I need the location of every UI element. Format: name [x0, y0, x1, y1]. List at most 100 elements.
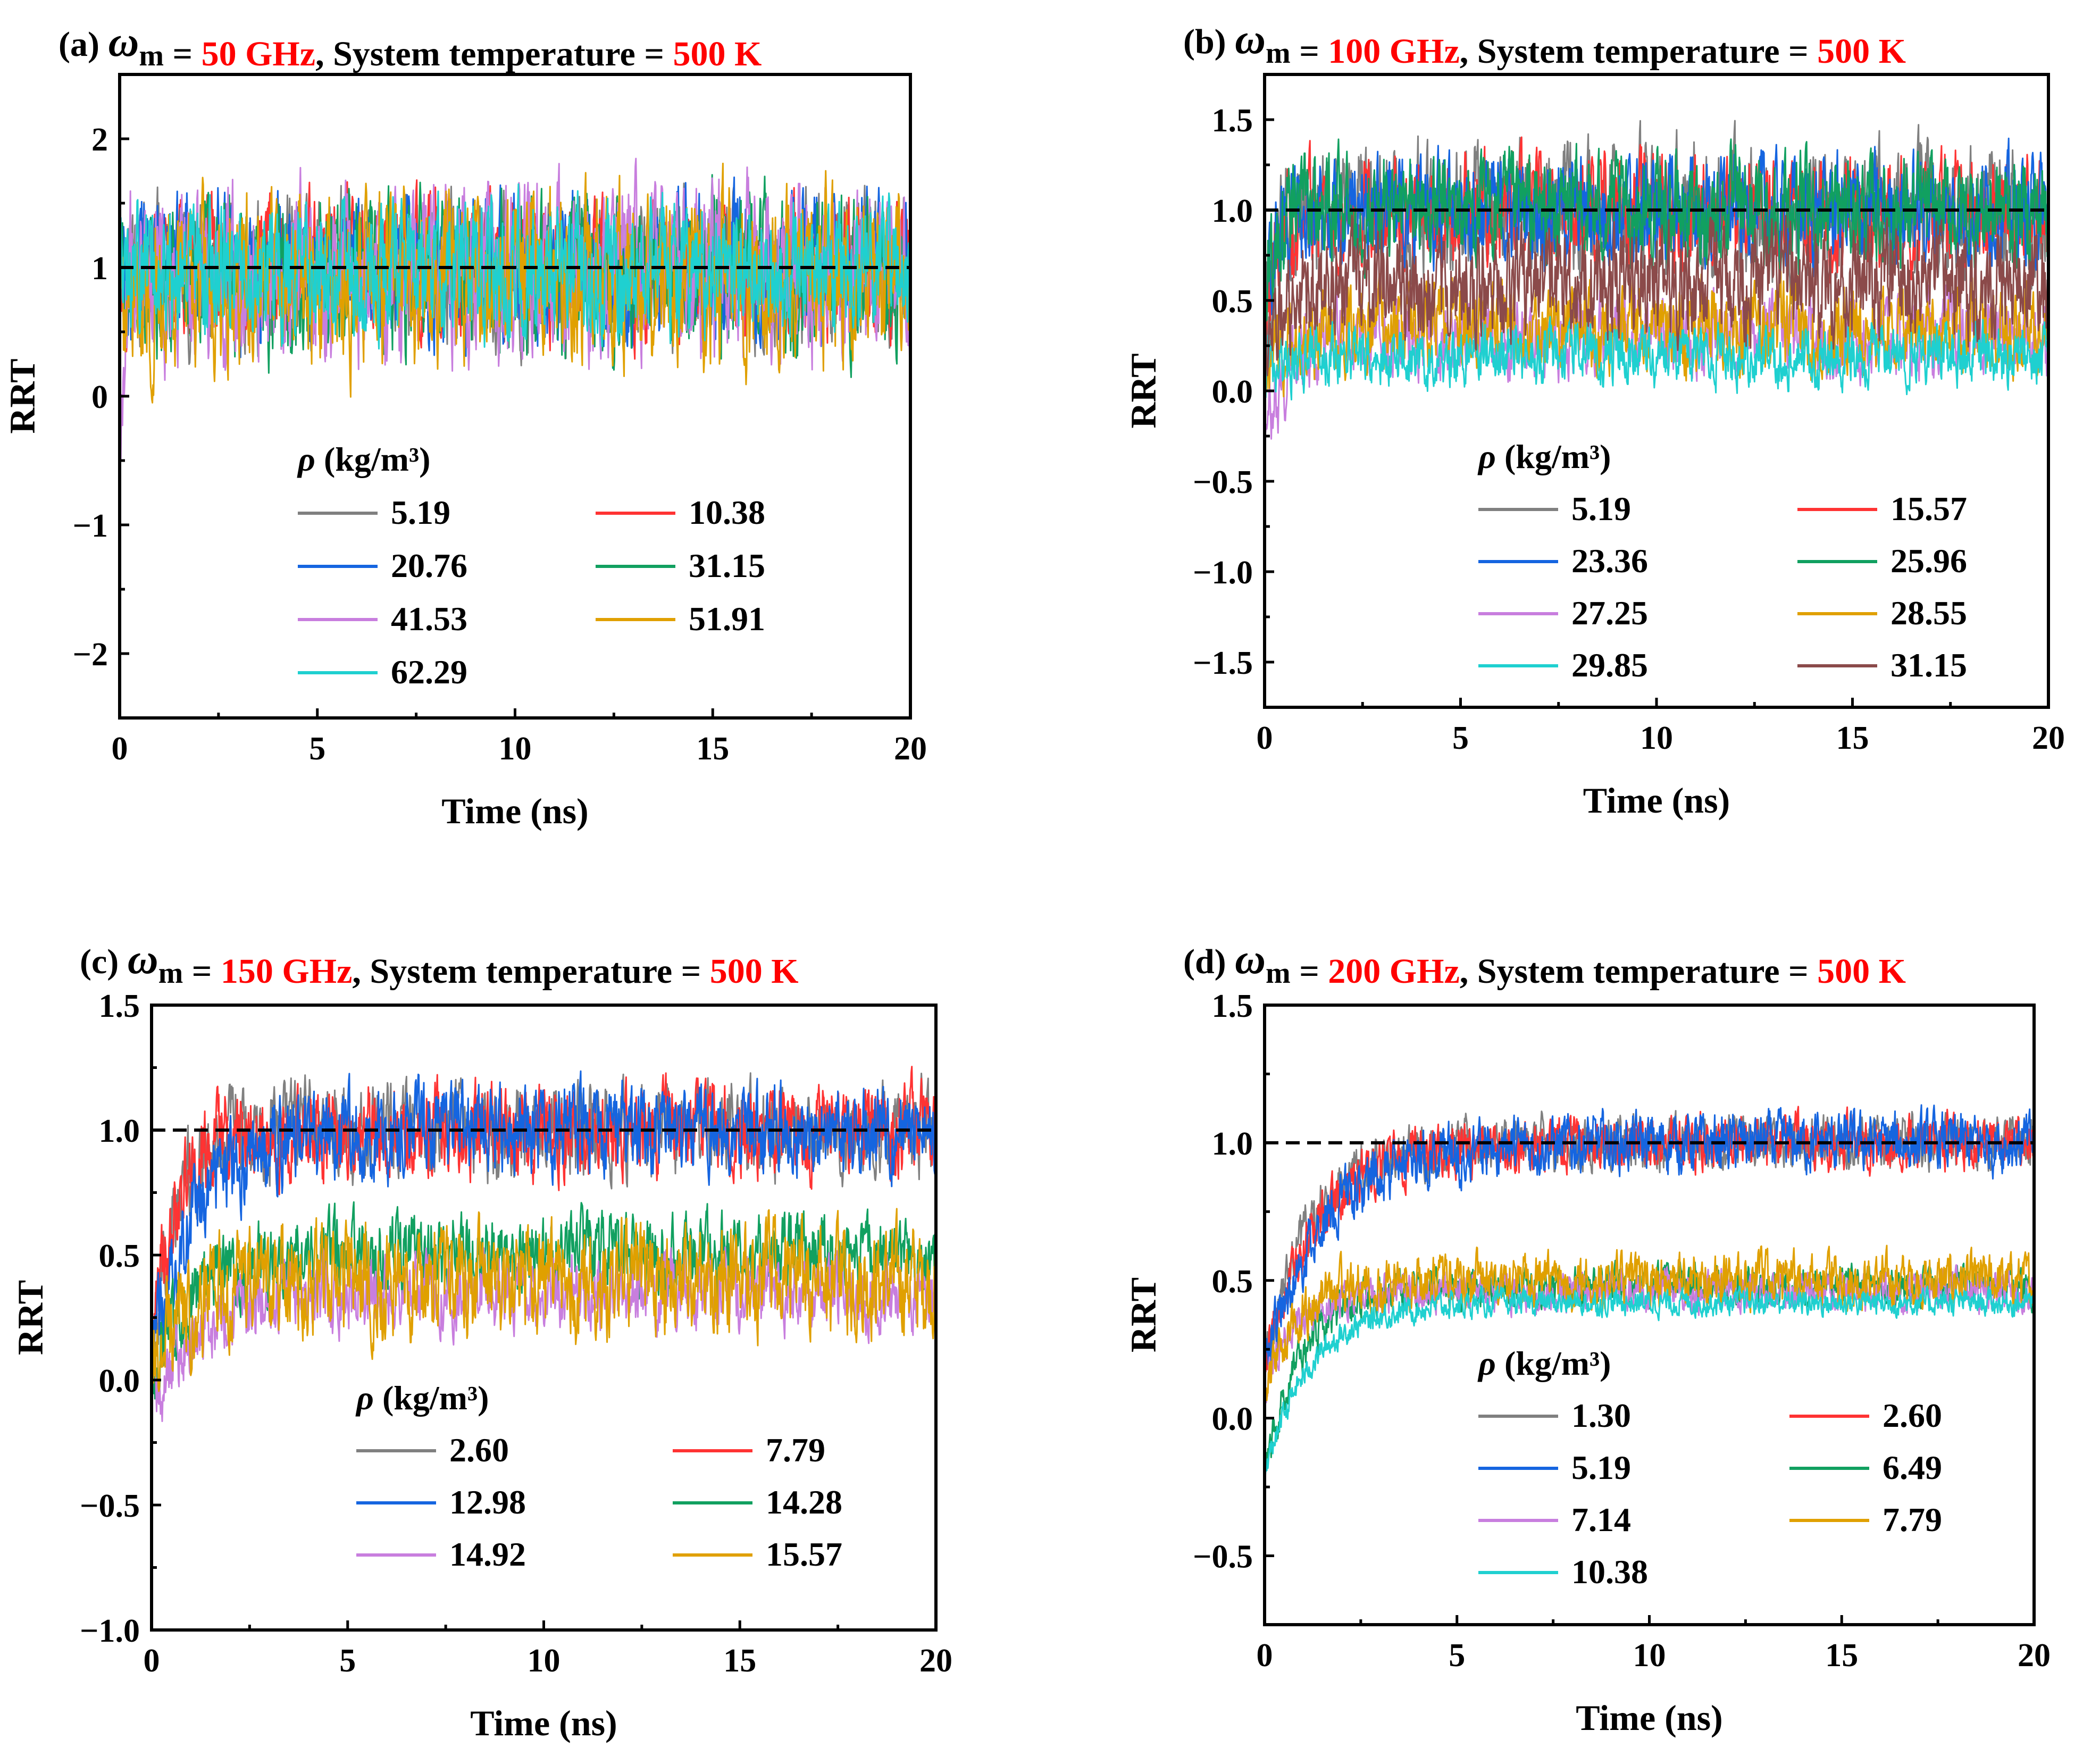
series-line-10.38 — [1265, 1285, 2034, 1481]
legend-unit: (kg/m³) — [1496, 438, 1611, 475]
x-axis-label: Time (ns) — [441, 791, 588, 831]
y-tick-label: 1.5 — [1212, 988, 1253, 1024]
series-group — [1265, 120, 2048, 450]
title-temperature: 500 K — [1817, 952, 1906, 991]
title-equals: = — [1291, 32, 1328, 71]
legend: ρ (kg/m³) 5.19 10.38 20.76 31.15 41.53 51.91 62… — [297, 440, 765, 691]
legend-label: 20.76 — [391, 547, 467, 584]
legend: ρ (kg/m³) 5.19 15.57 23.36 25.96 27.25 28.55 29… — [1477, 438, 1967, 684]
legend-label: 12.98 — [449, 1483, 526, 1521]
y-tick-label: 0.5 — [1212, 1264, 1253, 1300]
title-middle: , System temperature = — [315, 35, 673, 73]
legend-label: 2.60 — [1883, 1397, 1942, 1434]
y-tick-label: 1.5 — [99, 988, 140, 1024]
y-tick-label: 1 — [91, 250, 108, 287]
panel-title: (b) ωm = 100 GHz, System temperature = 5… — [1183, 16, 1906, 71]
legend-label: 7.14 — [1571, 1501, 1631, 1539]
series-line-12.98 — [152, 1070, 936, 1361]
y-tick-label: 2 — [91, 122, 108, 158]
title-label: (b) — [1183, 22, 1235, 61]
omega-subscript: m — [1266, 957, 1291, 990]
x-tick-label: 0 — [112, 731, 128, 767]
legend-title: ρ (kg/m³) — [1477, 438, 1611, 475]
omega-symbol: ω — [108, 19, 139, 65]
title-middle: , System temperature = — [1460, 952, 1817, 991]
panel-c: (c) ωm = 150 GHz, System temperature = 5… — [10, 936, 952, 1743]
panel-b: (b) ωm = 100 GHz, System temperature = 5… — [1123, 16, 2065, 821]
title-temperature: 500 K — [710, 952, 799, 991]
x-tick-label: 20 — [2018, 1637, 2051, 1674]
rho-symbol: ρ — [1477, 1344, 1496, 1382]
legend-label: 7.79 — [766, 1431, 825, 1469]
legend-label: 23.36 — [1571, 542, 1648, 580]
series-line-29.85 — [1265, 316, 2048, 400]
x-tick-label: 5 — [1452, 720, 1469, 756]
x-tick-label: 15 — [1825, 1637, 1858, 1674]
panel-title: (a) ωm = 50 GHz, System temperature = 50… — [58, 19, 762, 73]
legend-label: 14.28 — [766, 1483, 842, 1521]
title-equals: = — [183, 952, 221, 991]
series-group — [152, 1066, 936, 1422]
omega-subscript: m — [139, 39, 164, 72]
legend: ρ (kg/m³) 2.60 7.79 12.98 14.28 14.92 15.57 — [355, 1379, 842, 1573]
legend-label: 15.57 — [766, 1535, 842, 1573]
plot-frame — [118, 73, 912, 720]
x-tick-label: 5 — [309, 731, 325, 767]
legend-title: ρ (kg/m³) — [297, 440, 430, 478]
x-axis-label: Time (ns) — [470, 1703, 617, 1743]
series-group — [1265, 1104, 2034, 1481]
x-tick-label: 15 — [696, 731, 729, 767]
legend-title: ρ (kg/m³) — [1477, 1344, 1611, 1382]
x-tick-label: 5 — [1449, 1637, 1465, 1674]
x-tick-label: 15 — [1836, 720, 1869, 756]
legend-label: 15.57 — [1890, 490, 1967, 528]
y-tick-label: 1.0 — [1212, 193, 1253, 229]
y-tick-label: 0.0 — [99, 1363, 140, 1399]
rho-symbol: ρ — [1477, 438, 1496, 475]
y-tick-label: 0 — [91, 379, 108, 415]
panel-a: (a) ωm = 50 GHz, System temperature = 50… — [2, 19, 927, 831]
x-axis-label: Time (ns) — [1583, 780, 1730, 821]
y-tick-label: −1.5 — [1193, 645, 1253, 681]
x-tick-label: 20 — [919, 1643, 952, 1679]
x-axis-label: Time (ns) — [1576, 1698, 1722, 1738]
y-tick-label: 1.0 — [1212, 1126, 1253, 1162]
series-line-5.19 — [1265, 1104, 2034, 1376]
legend-label: 14.92 — [449, 1535, 526, 1573]
series-line-15.57 — [152, 1208, 936, 1392]
legend-label: 5.19 — [1571, 490, 1631, 528]
legend-unit: (kg/m³) — [315, 440, 431, 478]
panel-title: (d) ωm = 200 GHz, System temperature = 5… — [1183, 936, 1906, 991]
legend-label: 27.25 — [1571, 594, 1648, 632]
y-axis-label: RRT — [10, 1280, 51, 1355]
legend-label: 10.38 — [1571, 1553, 1648, 1591]
y-axis-label: RRT — [2, 358, 43, 433]
legend-title: ρ (kg/m³) — [355, 1379, 489, 1417]
x-tick-label: 10 — [499, 731, 532, 767]
title-frequency: 200 GHz — [1328, 952, 1459, 991]
omega-symbol: ω — [1235, 936, 1266, 983]
panel-title: (c) ωm = 150 GHz, System temperature = 5… — [80, 936, 799, 991]
y-tick-label: 1.5 — [1212, 103, 1253, 139]
x-tick-label: 0 — [1257, 720, 1273, 756]
legend-label: 5.19 — [1571, 1449, 1631, 1486]
y-tick-label: 0.0 — [1212, 1401, 1253, 1437]
y-tick-label: −1.0 — [80, 1613, 140, 1649]
legend-unit: (kg/m³) — [374, 1379, 489, 1417]
title-temperature: 500 K — [1817, 32, 1906, 71]
legend-label: 7.79 — [1883, 1501, 1942, 1539]
title-frequency: 150 GHz — [221, 952, 352, 991]
title-label: (a) — [58, 25, 108, 64]
rho-symbol: ρ — [355, 1379, 374, 1417]
y-tick-label: 0.0 — [1212, 374, 1253, 410]
y-tick-label: 0.5 — [1212, 283, 1253, 320]
title-equals: = — [1291, 952, 1328, 991]
y-tick-label: −0.5 — [1193, 1539, 1253, 1575]
x-tick-label: 15 — [723, 1643, 756, 1679]
y-tick-label: −2 — [73, 637, 108, 673]
legend-label: 2.60 — [449, 1431, 509, 1469]
legend-label: 10.38 — [689, 494, 765, 531]
legend-label: 31.15 — [689, 547, 765, 584]
title-label: (d) — [1183, 942, 1235, 981]
